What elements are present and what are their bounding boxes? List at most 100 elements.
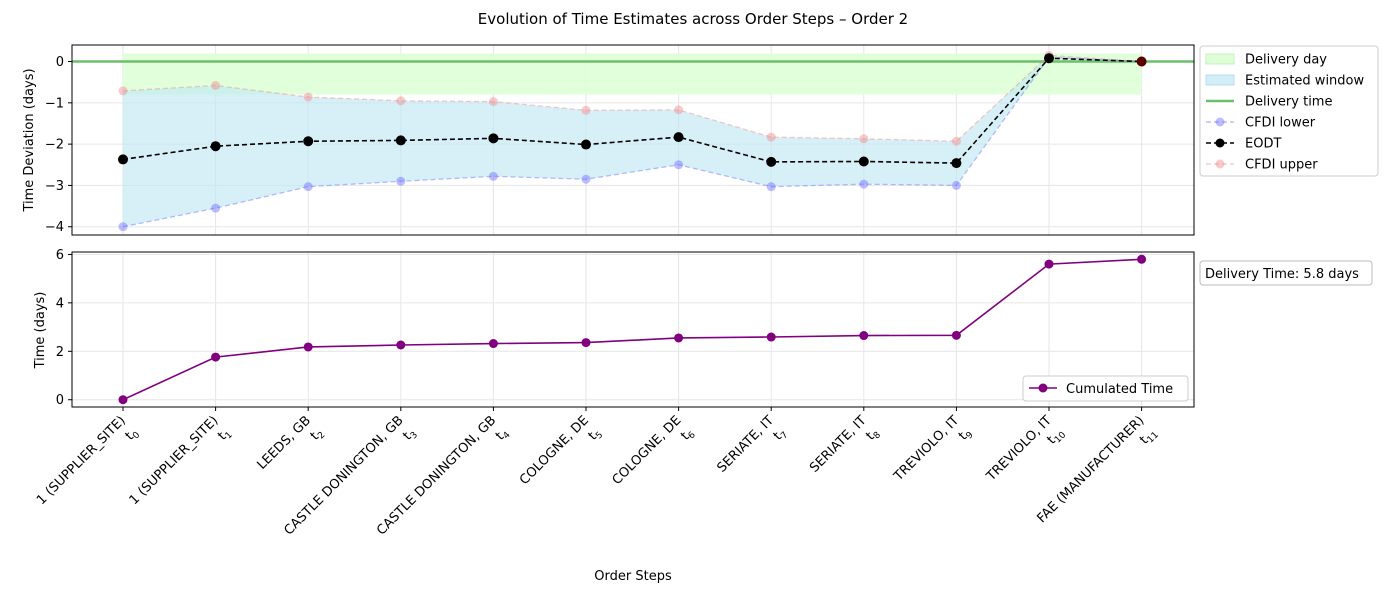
series-point (859, 134, 869, 144)
x-category-name: 1 (SUPPLIER_SITE) (34, 413, 129, 508)
x-category-name: SERIATE, IT (807, 413, 870, 476)
legend-label: Delivery time (1245, 95, 1332, 110)
x-tick-label: 1 (SUPPLIER_SITE)t1 (127, 413, 235, 508)
series-point (951, 158, 962, 169)
series-point (211, 352, 221, 362)
x-step-label: t7 (771, 425, 791, 445)
x-step-label: t8 (863, 425, 883, 445)
x-category-name: LEEDS, GB (254, 413, 314, 473)
legend-item-delivery-time: Delivery time (1206, 95, 1332, 110)
annotation-box (1199, 260, 1373, 286)
series-point (951, 180, 961, 190)
bottom-legend-label: Cumulated Time (1066, 382, 1173, 397)
top-y-tick-label: 0 (56, 55, 64, 70)
series-point (488, 339, 498, 349)
series-point (951, 330, 961, 340)
series-point (118, 395, 128, 405)
legend-marker (1215, 138, 1225, 148)
top-y-ticks: 0 −1 −2 −3 −4 (45, 55, 72, 235)
legend-marker (1215, 159, 1225, 169)
x-axis-label: Order Steps (594, 569, 672, 584)
series-point (766, 156, 777, 167)
series-line (122, 258, 1142, 401)
series-point (118, 154, 128, 165)
x-step-label: t2 (308, 425, 328, 445)
top-y-tick-label: −4 (45, 220, 64, 235)
legend-swatch (1205, 53, 1235, 65)
legend-item-cfdi-upper: CFDI upper (1206, 158, 1318, 173)
delivery-day-band (123, 53, 1142, 95)
estimated-window-area (123, 55, 1142, 227)
top-legend: Delivery day Estimated window Delivery tim… (1199, 45, 1379, 177)
legend-label: CFDI lower (1245, 116, 1316, 131)
x-category-name: FAE (MANUFACTURER) (1034, 413, 1147, 526)
series-point (211, 203, 221, 213)
bottom-legend-box (1022, 375, 1189, 402)
top-lines (118, 50, 1147, 232)
series-point (766, 132, 776, 142)
x-step-label: t9 (956, 425, 976, 445)
top-y-axis-label: Time Deviation (days) (22, 68, 37, 212)
x-category-name: TREVIOLO, IT (983, 413, 1055, 485)
x-tick-label: FAE (MANUFACTURER)t11 (1034, 413, 1160, 526)
bottom-y-tick-label: 4 (56, 296, 64, 311)
series-line (122, 56, 1142, 228)
x-category-name: TREVIOLO, IT (891, 413, 963, 485)
series-point (1137, 254, 1147, 264)
bottom-legend-marker (1038, 383, 1048, 393)
series-point (303, 342, 313, 352)
series-point (488, 97, 498, 107)
x-tick-label: 1 (SUPPLIER_SITE)t0 (34, 413, 142, 508)
series-point (1044, 259, 1054, 269)
bottom-y-axis-label: Time (days) (33, 292, 48, 370)
series-point (1136, 56, 1147, 67)
x-category-name: SERIATE, IT (715, 413, 778, 476)
series-point (859, 331, 869, 341)
series-point (674, 105, 684, 115)
legend-label: CFDI upper (1245, 158, 1318, 173)
x-category-name: COLOGNE, DE (517, 413, 592, 488)
x-category-name: 1 (SUPPLIER_SITE) (127, 413, 222, 508)
series-point (303, 182, 313, 192)
series-point (766, 332, 776, 342)
top-y-tick-label: −2 (45, 138, 64, 153)
bottom-y-tick-label: 6 (56, 248, 64, 263)
x-step-label: t3 (400, 425, 420, 445)
legend-swatch (1205, 74, 1235, 86)
x-category-name: COLOGNE, DE (610, 413, 685, 488)
bottom-y-tick-label: 0 (56, 393, 64, 408)
top-frame (71, 44, 1195, 236)
annotation-text: Delivery Time: 5.8 days (1205, 267, 1359, 282)
series-point (210, 141, 221, 152)
top-legend-box (1199, 45, 1379, 177)
bottom-legend: Cumulated Time (1022, 375, 1189, 402)
legend-label: EODT (1245, 137, 1281, 152)
series-point (396, 176, 406, 186)
cumulated-time-panel: 0 2 4 6 Time (days) (33, 248, 1195, 408)
series-point (581, 174, 591, 184)
x-step-label: t6 (678, 425, 698, 445)
series-point (581, 338, 591, 348)
series-point (674, 160, 684, 170)
bottom-y-ticks: 0 2 4 6 (56, 248, 72, 408)
legend-marker (1215, 117, 1225, 127)
series-point (395, 135, 406, 146)
series-point (211, 80, 221, 90)
legend-item-cfdi-lower: CFDI lower (1206, 116, 1316, 131)
x-step-label: t1 (215, 425, 235, 445)
series-cfdi-upper (118, 50, 1147, 146)
series-cumulated-time (118, 254, 1147, 405)
x-step-label: t5 (586, 425, 606, 445)
top-y-tick-label: −3 (45, 179, 64, 194)
legend-label: Estimated window (1245, 74, 1364, 89)
deviation-panel: 0 −1 −2 −3 −4 Time Deviation (days) (22, 44, 1195, 236)
bottom-grid (72, 252, 1194, 407)
series-point (766, 182, 776, 192)
bottom-frame (71, 251, 1195, 408)
series-point (488, 133, 499, 144)
